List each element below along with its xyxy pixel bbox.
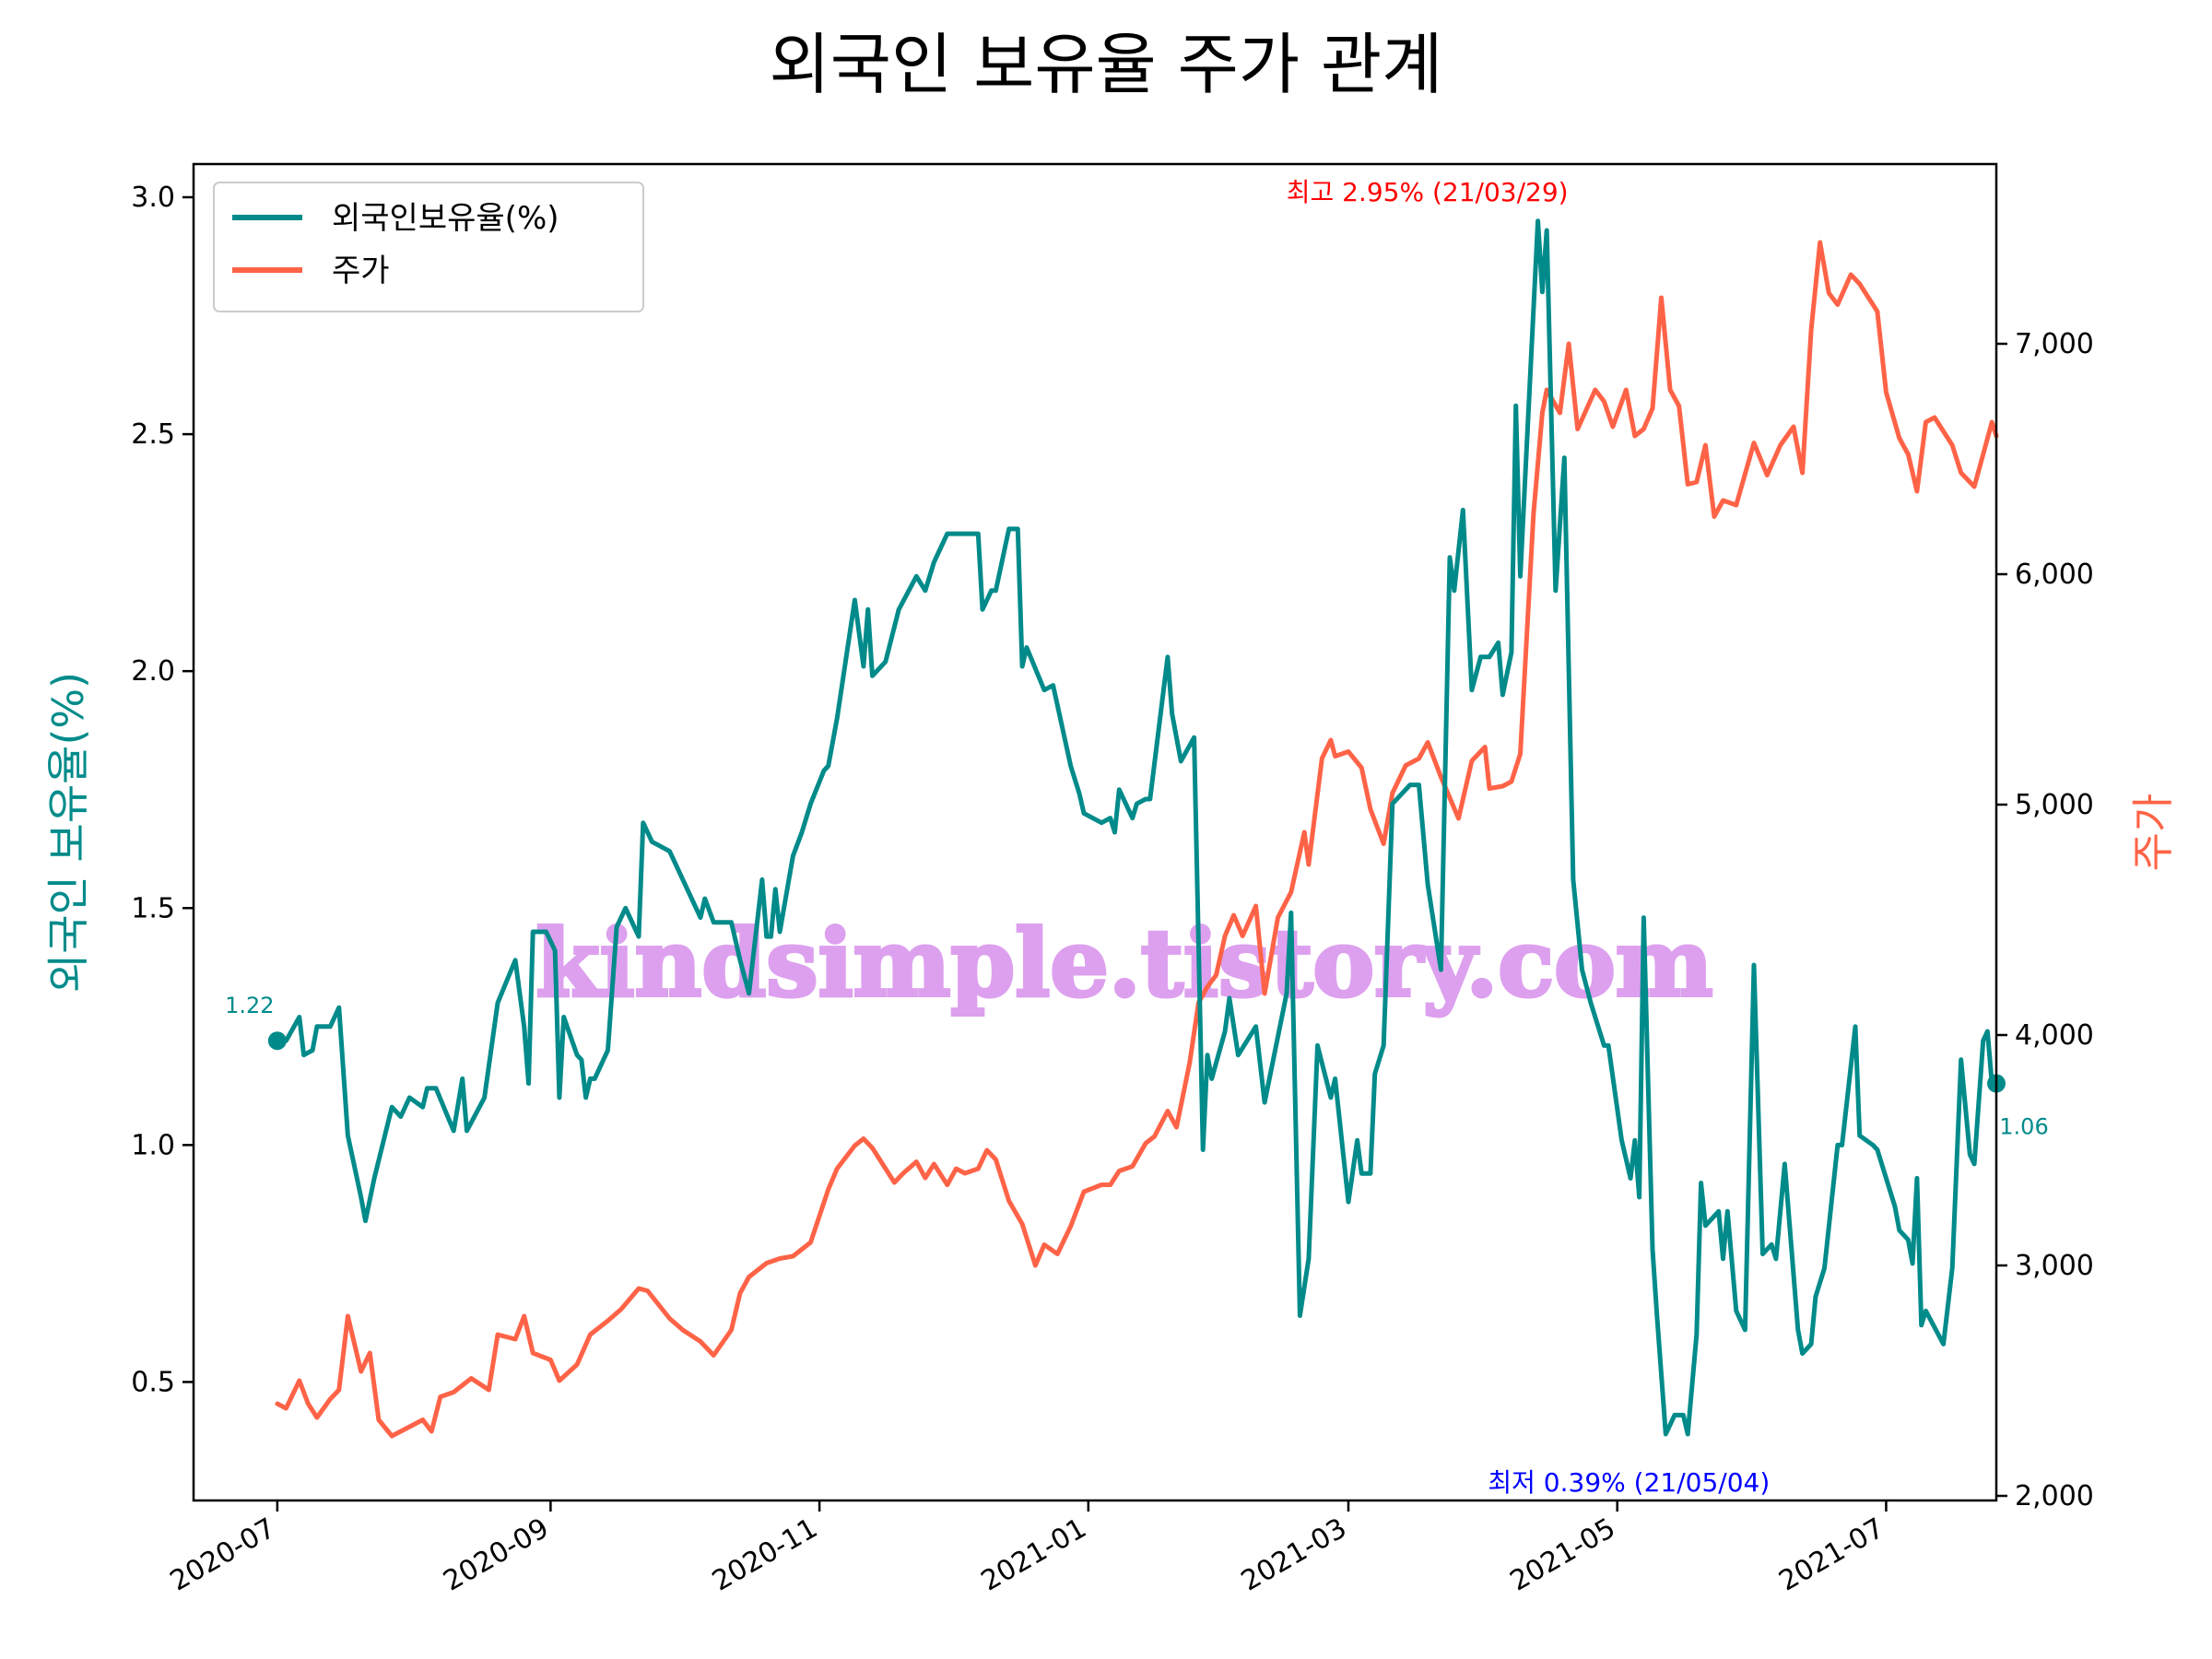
annotation-start: 1.22	[225, 993, 274, 1018]
y-left-tick-label: 2.0	[131, 655, 175, 688]
plot-layer	[267, 218, 2006, 1439]
y-left-tick-label: 3.0	[131, 182, 175, 214]
y-right-tick-label: 2,000	[2015, 1480, 2094, 1512]
y-left-tick-label: 1.0	[131, 1129, 175, 1161]
annotation-end: 1.06	[1999, 1114, 2048, 1140]
y-left-axis-label: 외국인 보유율(%)	[43, 672, 93, 993]
legend-box	[213, 182, 644, 312]
y-right-tick-label: 7,000	[2015, 328, 2094, 360]
legend: 외국인보유율(%) 주가	[213, 182, 644, 312]
y-left-tick-label: 2.5	[131, 418, 175, 451]
annotation-max: 최고 2.95% (21/03/29)	[1287, 177, 1569, 207]
watermark-layer: kindsimple.tistory.com	[534, 907, 1714, 1019]
plot-frame	[192, 162, 1998, 1502]
series-line-price	[275, 240, 1999, 1439]
y-right-tick-label: 4,000	[2015, 1019, 2094, 1052]
y-right-tick-label: 5,000	[2015, 789, 2094, 821]
y-right-tick-label: 6,000	[2015, 559, 2094, 591]
watermark-text: kindsimple.tistory.com	[535, 909, 1712, 1018]
legend-label-price: 주가	[332, 253, 390, 289]
y-right-tick-label: 3,000	[2015, 1250, 2094, 1282]
y-left-tick-label: 0.5	[131, 1366, 175, 1398]
marker-start	[267, 1031, 287, 1051]
chart-title: 외국인 보유율 주가 관계	[769, 26, 1442, 103]
y-right-axis-label: 주가	[2128, 794, 2178, 872]
annotation-min: 최저 0.39% (21/05/04)	[1488, 1467, 1770, 1498]
series-line-holding	[275, 218, 1999, 1437]
y-left-tick-label: 1.5	[131, 892, 175, 924]
legend-label-holding: 외국인보유율(%)	[332, 200, 559, 237]
